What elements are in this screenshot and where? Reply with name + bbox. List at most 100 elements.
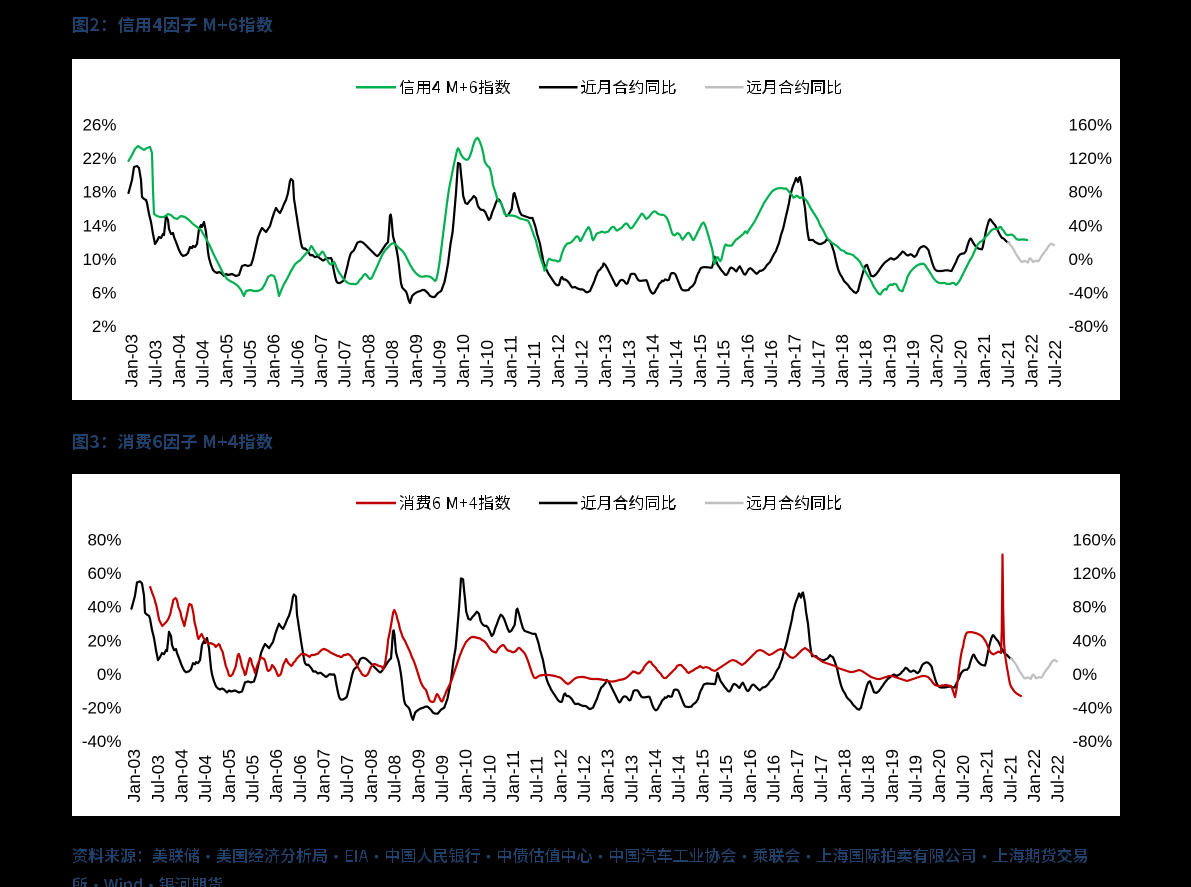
svg-text:Jan-19: Jan-19: [879, 334, 899, 388]
svg-text:Jul-12: Jul-12: [574, 755, 594, 803]
svg-text:Jul-09: Jul-09: [429, 340, 449, 388]
svg-text:10%: 10%: [82, 250, 116, 269]
svg-text:Jan-04: Jan-04: [172, 749, 192, 803]
svg-text:26%: 26%: [82, 116, 116, 135]
svg-text:22%: 22%: [82, 149, 116, 168]
svg-text:Jul-18: Jul-18: [858, 755, 878, 803]
svg-text:Jan-21: Jan-21: [974, 334, 994, 388]
svg-text:Jul-08: Jul-08: [385, 755, 405, 803]
svg-text:Jan-17: Jan-17: [785, 334, 805, 388]
svg-text:Jan-10: Jan-10: [453, 334, 473, 388]
svg-text:Jan-03: Jan-03: [122, 334, 142, 388]
svg-text:Jul-11: Jul-11: [527, 756, 547, 802]
svg-text:160%: 160%: [1069, 116, 1112, 135]
svg-text:-20%: -20%: [82, 699, 122, 718]
svg-text:Jan-13: Jan-13: [598, 749, 618, 803]
svg-text:Jul-10: Jul-10: [479, 755, 499, 803]
svg-text:0%: 0%: [1069, 250, 1094, 269]
svg-text:Jan-05: Jan-05: [219, 749, 239, 803]
svg-text:160%: 160%: [1073, 530, 1116, 549]
svg-text:Jan-15: Jan-15: [692, 749, 712, 803]
svg-text:Jul-17: Jul-17: [811, 755, 831, 803]
svg-text:Jan-22: Jan-22: [1024, 749, 1044, 803]
svg-text:Jul-18: Jul-18: [856, 340, 876, 388]
svg-text:Jan-04: Jan-04: [169, 334, 189, 388]
svg-text:Jan-07: Jan-07: [311, 334, 331, 388]
svg-text:40%: 40%: [1073, 631, 1107, 650]
svg-text:Jul-16: Jul-16: [764, 755, 784, 803]
svg-text:Jan-18: Jan-18: [835, 749, 855, 803]
svg-text:Jan-18: Jan-18: [832, 334, 852, 388]
svg-text:Jan-19: Jan-19: [882, 749, 902, 803]
svg-text:Jul-06: Jul-06: [287, 340, 307, 388]
svg-text:80%: 80%: [1069, 183, 1103, 202]
svg-text:20%: 20%: [87, 631, 121, 650]
svg-text:Jan-09: Jan-09: [408, 749, 428, 803]
svg-text:Jan-07: Jan-07: [314, 749, 334, 803]
svg-text:Jan-14: Jan-14: [645, 749, 665, 803]
svg-text:Jul-22: Jul-22: [1048, 755, 1068, 803]
svg-text:6%: 6%: [92, 284, 117, 303]
svg-text:40%: 40%: [87, 598, 121, 617]
svg-text:Jan-11: Jan-11: [503, 750, 523, 802]
svg-text:80%: 80%: [87, 530, 121, 549]
svg-text:Jul-12: Jul-12: [572, 340, 592, 388]
svg-text:120%: 120%: [1073, 564, 1116, 583]
svg-text:Jul-03: Jul-03: [145, 340, 165, 388]
svg-text:Jul-04: Jul-04: [195, 755, 215, 803]
svg-text:Jan-08: Jan-08: [361, 749, 381, 803]
svg-text:Jul-13: Jul-13: [619, 340, 639, 388]
svg-text:Jan-03: Jan-03: [124, 749, 144, 803]
svg-text:60%: 60%: [87, 564, 121, 583]
svg-text:Jan-06: Jan-06: [266, 749, 286, 803]
svg-text:Jul-17: Jul-17: [808, 340, 828, 388]
svg-text:120%: 120%: [1069, 149, 1112, 168]
svg-text:Jul-22: Jul-22: [1045, 340, 1065, 388]
svg-text:Jan-21: Jan-21: [977, 749, 997, 803]
svg-text:Jul-07: Jul-07: [335, 340, 355, 388]
svg-text:Jan-10: Jan-10: [456, 749, 476, 803]
svg-text:Jan-15: Jan-15: [690, 334, 710, 388]
svg-text:Jul-19: Jul-19: [906, 755, 926, 803]
svg-text:0%: 0%: [97, 665, 122, 684]
svg-text:Jan-08: Jan-08: [358, 334, 378, 388]
svg-text:Jul-15: Jul-15: [714, 340, 734, 388]
svg-text:Jan-05: Jan-05: [216, 334, 236, 388]
svg-text:-40%: -40%: [1069, 284, 1109, 303]
svg-text:Jan-09: Jan-09: [406, 334, 426, 388]
svg-text:14%: 14%: [82, 216, 116, 235]
svg-text:Jul-15: Jul-15: [716, 755, 736, 803]
svg-text:Jul-19: Jul-19: [903, 340, 923, 388]
svg-text:Jan-14: Jan-14: [643, 334, 663, 388]
svg-text:Jul-13: Jul-13: [621, 755, 641, 803]
svg-text:80%: 80%: [1073, 598, 1107, 617]
svg-text:Jan-20: Jan-20: [929, 749, 949, 803]
svg-text:Jan-22: Jan-22: [1021, 334, 1041, 388]
svg-text:Jul-16: Jul-16: [761, 340, 781, 388]
svg-text:Jan-13: Jan-13: [595, 334, 615, 388]
svg-text:Jan-06: Jan-06: [264, 334, 284, 388]
svg-text:2%: 2%: [92, 317, 117, 336]
svg-text:Jul-11: Jul-11: [524, 341, 544, 387]
svg-text:Jul-10: Jul-10: [477, 340, 497, 388]
svg-text:Jan-16: Jan-16: [740, 749, 760, 803]
svg-text:Jul-04: Jul-04: [193, 340, 213, 388]
svg-text:-80%: -80%: [1073, 732, 1113, 751]
svg-text:Jul-06: Jul-06: [290, 755, 310, 803]
svg-text:Jan-12: Jan-12: [548, 334, 568, 388]
svg-text:Jul-14: Jul-14: [666, 340, 686, 388]
svg-text:Jan-11: Jan-11: [501, 335, 521, 387]
svg-text:Jul-05: Jul-05: [240, 340, 260, 388]
svg-text:Jul-14: Jul-14: [669, 755, 689, 803]
svg-text:Jul-21: Jul-21: [1000, 755, 1020, 803]
svg-text:Jul-07: Jul-07: [337, 755, 357, 803]
svg-text:Jan-20: Jan-20: [927, 334, 947, 388]
svg-text:-80%: -80%: [1069, 317, 1109, 336]
svg-text:Jan-12: Jan-12: [550, 749, 570, 803]
svg-text:18%: 18%: [82, 183, 116, 202]
svg-text:Jul-09: Jul-09: [432, 755, 452, 803]
svg-text:-40%: -40%: [1073, 699, 1113, 718]
svg-text:-40%: -40%: [82, 732, 122, 751]
svg-text:0%: 0%: [1073, 665, 1098, 684]
svg-text:Jan-17: Jan-17: [787, 749, 807, 803]
